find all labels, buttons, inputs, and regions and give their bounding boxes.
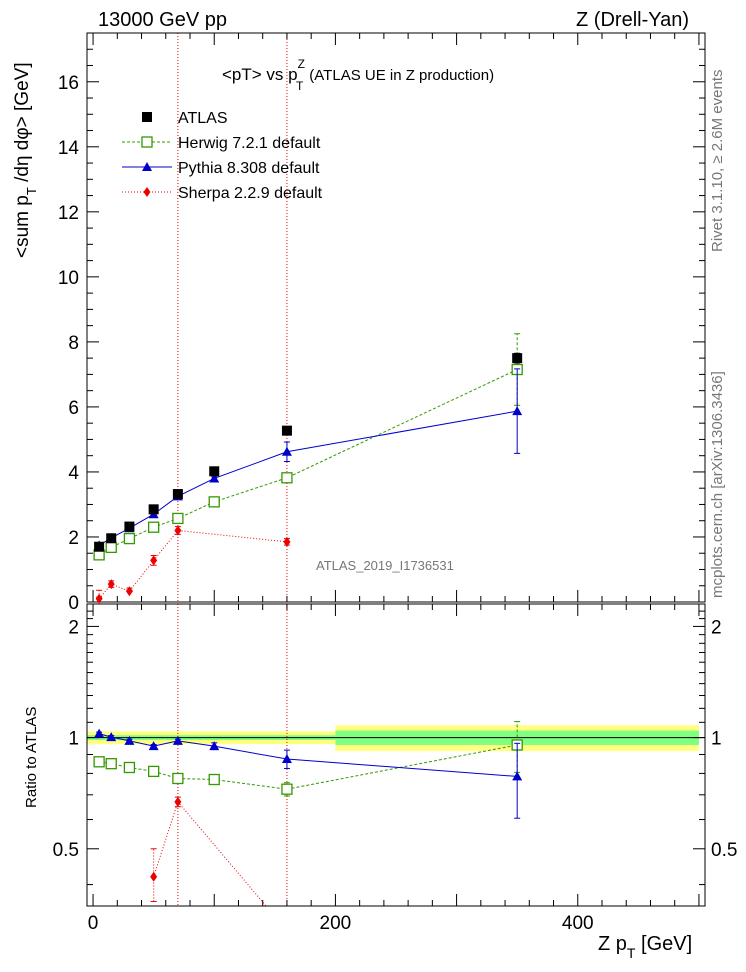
rivet-label: Rivet 3.1.10, ≥ 2.6M events	[709, 70, 726, 253]
main-atlas-point	[94, 541, 105, 552]
ratio-pythia-point	[94, 728, 105, 738]
mcplots-label: mcplots.cern.ch [arXiv:1306.3436]	[709, 371, 726, 598]
ratio-herwig-line	[99, 744, 518, 790]
main-sherpa-point	[150, 555, 158, 566]
ratio-herwig-point	[208, 773, 220, 786]
ratio-pythia-point	[124, 735, 135, 745]
main-y-tick-label: 8	[68, 333, 79, 354]
ratio-pythia-point	[148, 741, 159, 751]
ratio-herwig-point	[147, 765, 160, 778]
main-sherpa-point	[107, 579, 115, 590]
main-herwig-point	[147, 521, 160, 533]
legend-label-2: Pythia 8.308 default	[178, 160, 320, 177]
ratio-y-axis-label: Ratio to ATLAS	[23, 707, 40, 808]
main-y-tick-label: 10	[58, 268, 79, 289]
main-atlas-point	[209, 466, 220, 477]
ratio-sherpa-line	[153, 801, 179, 877]
ratio-pythia-point	[512, 771, 523, 781]
legend-marker-3	[143, 187, 151, 197]
main-y-tick-label: 16	[58, 73, 79, 94]
ratio-herwig-point	[172, 772, 184, 785]
main-atlas-point	[281, 425, 292, 436]
main-plot-frame	[86, 32, 706, 603]
ratio-y-tick-label-right: 1	[711, 729, 722, 750]
main-atlas-point	[172, 489, 183, 500]
analysis-watermark: ATLAS_2019_I1736531	[316, 558, 454, 573]
ratio-herwig-point	[123, 761, 136, 774]
legend-label-0: ATLAS	[178, 110, 228, 127]
ratio-pythia-point	[281, 754, 292, 764]
main-herwig-point	[123, 532, 136, 545]
ratio-herwig-point	[105, 758, 117, 770]
x-axis-label: Z pT [GeV]	[598, 933, 692, 961]
legend-label-3: Sherpa 2.2.9 default	[178, 185, 323, 202]
legend-marker-1	[141, 136, 153, 148]
ratio-y-tick-label-right: 2	[711, 617, 722, 638]
ratio-y-tick-label: 1	[68, 729, 79, 750]
main-herwig-point	[281, 472, 293, 484]
main-y-tick-label: 6	[68, 398, 79, 419]
main-atlas-point	[148, 504, 159, 515]
ratio-plot-frame	[86, 603, 706, 907]
x-tick-label: 200	[320, 913, 352, 934]
ratio-y-tick-label: 2	[68, 617, 79, 638]
legend-marker-2	[142, 162, 152, 171]
main-herwig-point	[208, 496, 220, 508]
main-pythia-point	[512, 406, 523, 416]
legend: ATLAS Herwig 7.2.1 default Pythia 8.308 de…	[122, 110, 323, 202]
process-label: Z (Drell-Yan)	[576, 9, 689, 31]
main-y-tick-label: 12	[58, 203, 79, 224]
main-sherpa-point	[283, 536, 291, 547]
main-pythia-line	[98, 410, 518, 546]
main-atlas-point	[512, 353, 523, 364]
main-pythia-point	[209, 473, 220, 483]
main-sherpa-point	[125, 586, 133, 597]
ratio-pythia-point	[106, 732, 117, 742]
main-herwig-point	[172, 512, 184, 525]
ratio-sherpa-line-extension	[177, 801, 267, 907]
ratio-y-tick-label: 0.5	[53, 840, 79, 861]
ratio-pythia-point	[209, 741, 220, 751]
main-y-tick-label: 0	[68, 593, 79, 614]
legend-marker-0	[142, 112, 152, 122]
plot-title: <pT> vs pZ T(ATLAS UE in Z production)	[222, 57, 494, 93]
main-herwig-line	[98, 369, 518, 556]
main-sherpa-line	[98, 529, 287, 600]
ratio-pythia-point	[172, 735, 183, 745]
main-atlas-point	[124, 521, 135, 532]
ratio-y-tick-label-right: 0.5	[711, 840, 737, 861]
legend-label-1: Herwig 7.2.1 default	[178, 135, 321, 152]
x-tick-label: 400	[562, 913, 594, 934]
main-herwig-point	[105, 541, 117, 554]
main-y-tick-label: 4	[68, 463, 79, 484]
main-y-tick-label: 14	[58, 138, 80, 159]
main-y-tick-label: 2	[68, 528, 79, 549]
energy-label: 13000 GeV pp	[98, 9, 227, 31]
ratio-sherpa-point	[150, 871, 158, 882]
main-sherpa-point	[95, 593, 103, 604]
ratio-herwig-point	[93, 756, 105, 768]
main-pythia-point	[281, 446, 292, 456]
x-tick-label: 0	[88, 913, 99, 934]
ratio-herwig-point	[281, 783, 293, 795]
main-sherpa-point	[174, 525, 182, 536]
main-atlas-point	[106, 533, 117, 544]
y-axis-label: <sum pT /dη dφ> [GeV]	[12, 62, 39, 258]
